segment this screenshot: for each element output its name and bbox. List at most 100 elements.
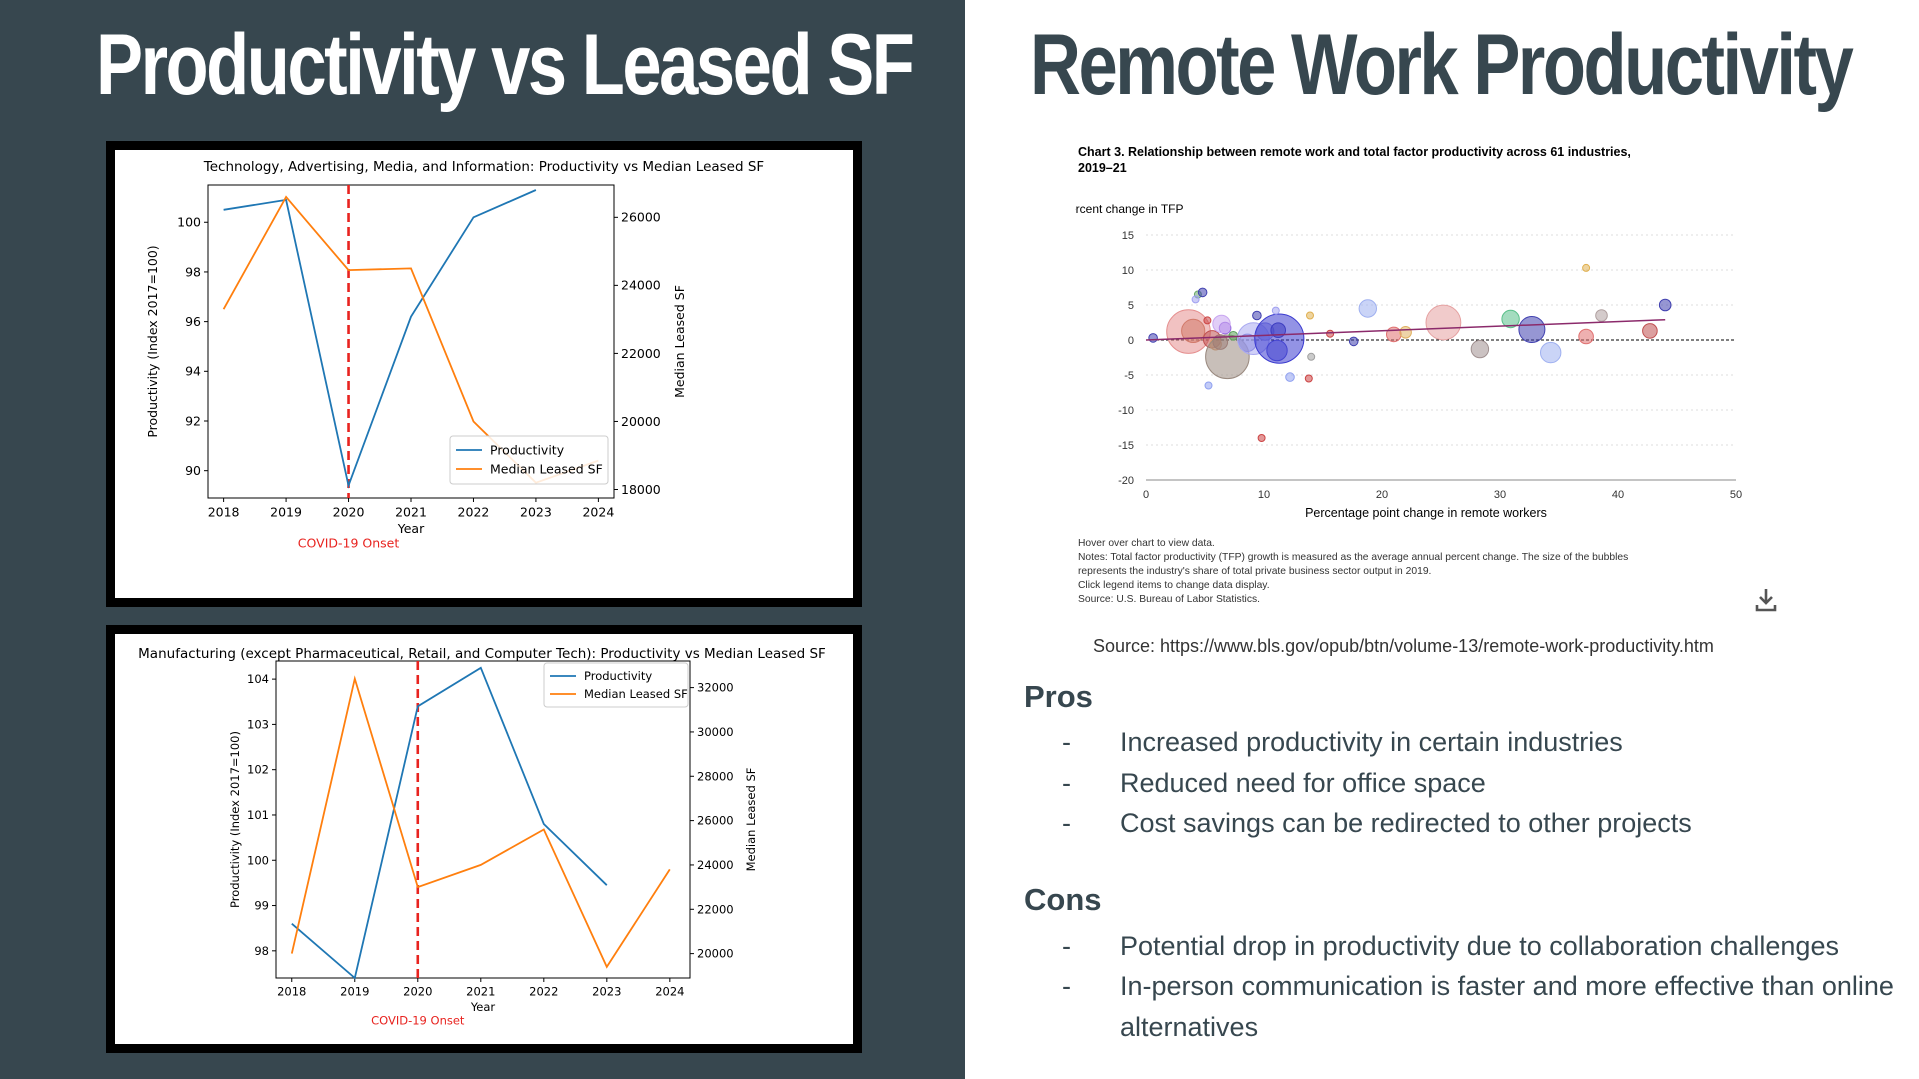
bubble-point [1326, 329, 1335, 338]
y-tick-label: -5 [1124, 370, 1134, 382]
bubble-point [1252, 310, 1262, 321]
right-slide-title: Remote Work Productivity [1030, 17, 1854, 113]
bullet-dash: - [1062, 971, 1071, 1001]
x-tick-label: 2024 [582, 505, 614, 520]
x-tick-label: 2018 [277, 985, 306, 999]
cons-bullet: - In-person communication is faster and m… [1062, 966, 1919, 1048]
chart-title: Technology, Advertising, Media, and Info… [203, 159, 764, 175]
manufacturing-productivity-chart: Manufacturing (except Pharmaceutical, Re… [115, 634, 853, 1044]
right-y-tick-label: 20000 [697, 947, 734, 961]
trend-line [1145, 318, 1666, 341]
x-tick-label: 2019 [270, 505, 302, 520]
bubble-point [1181, 318, 1206, 343]
left-y-axis-label: Productivity (Index 2017=100) [228, 731, 242, 908]
left-y-axis-label: Productivity (Index 2017=100) [145, 245, 160, 437]
right-y-tick-label: 22000 [621, 346, 661, 361]
right-y-tick-label: 18000 [621, 482, 661, 497]
download-icon[interactable] [1754, 587, 1778, 613]
left-y-tick-label: 101 [247, 808, 269, 822]
x-tick-label: 2020 [403, 985, 432, 999]
right-y-tick-label: 22000 [697, 902, 734, 916]
leased-sf-line [290, 675, 671, 969]
left-y-tick-label: 96 [185, 314, 201, 329]
productivity-line [223, 189, 537, 489]
bubble-point [1658, 298, 1672, 312]
y-tick-label: -20 [1118, 475, 1134, 487]
right-y-axis-label: Median Leased SF [744, 768, 758, 872]
x-tick-label: 2021 [395, 505, 427, 520]
bubble-point [1148, 333, 1158, 343]
x-tick-label: 2020 [333, 505, 365, 520]
left-y-tick-label: 98 [185, 264, 201, 279]
bubble-point [1204, 381, 1213, 390]
x-tick-label: 30 [1494, 489, 1506, 501]
bullet-dash: - [1062, 768, 1071, 798]
bubble-point [1578, 328, 1594, 345]
left-y-tick-label: 103 [247, 717, 269, 731]
pros-bullet: - Cost savings can be redirected to other… [1062, 803, 1692, 844]
y-tick-label: 15 [1122, 230, 1134, 242]
left-y-tick-label: 102 [247, 763, 269, 777]
chart-note: Source: U.S. Bureau of Labor Statistics. [1078, 594, 1260, 605]
remote-work-tfp-scatter: Chart 3. Relationship between remote wor… [1075, 145, 1742, 605]
tech-chart-frame: Technology, Advertising, Media, and Info… [106, 141, 862, 607]
bubble-point [1307, 352, 1316, 361]
bubble-point [1386, 326, 1402, 343]
right-y-tick-label: 30000 [697, 725, 734, 739]
bubble-point [1358, 299, 1377, 318]
bubble-point [1399, 326, 1412, 339]
x-tick-label: 50 [1730, 489, 1742, 501]
x-tick-label: 2022 [458, 505, 490, 520]
bubble-point [1348, 336, 1359, 347]
y-axis-label: ercent change in TFP [1075, 202, 1184, 216]
left-slide-title: Productivity vs Leased SF [96, 17, 915, 113]
pros-bullet: - Reduced need for office space [1062, 763, 1486, 804]
x-axis-label: Year [397, 521, 425, 536]
bullet-dash: - [1062, 931, 1071, 961]
chart-note: Hover over chart to view data. [1078, 538, 1215, 549]
right-panel [965, 0, 1919, 1079]
x-axis-label: Percentage point change in remote worker… [1305, 506, 1547, 520]
chart-title-line1: Chart 3. Relationship between remote wor… [1078, 145, 1631, 159]
source-citation[interactable]: Source: https://www.bls.gov/opub/btn/vol… [1093, 636, 1714, 656]
bubble-point [1518, 316, 1546, 343]
chart-title-line2: 2019–21 [1078, 161, 1127, 175]
bubble-point [1197, 287, 1208, 298]
right-y-axis-label: Median Leased SF [672, 285, 687, 398]
x-tick-label: 10 [1258, 489, 1270, 501]
y-tick-label: -15 [1118, 440, 1134, 452]
right-y-tick-label: 26000 [697, 814, 734, 828]
right-y-tick-label: 20000 [621, 414, 661, 429]
x-tick-label: 2021 [466, 985, 495, 999]
legend-label: Median Leased SF [584, 687, 688, 701]
x-tick-label: 2022 [529, 985, 558, 999]
right-y-tick-label: 28000 [697, 769, 734, 783]
bubble-point [1540, 341, 1562, 364]
legend-label: Productivity [490, 442, 565, 457]
bubble-point [1285, 372, 1295, 382]
chart-legend [543, 662, 689, 708]
bubble-point [1595, 309, 1608, 322]
productivity-line [291, 666, 608, 980]
right-y-tick-label: 32000 [697, 681, 734, 695]
bubble-point [1304, 374, 1313, 383]
legend-label: Median Leased SF [490, 461, 603, 476]
right-y-tick-label: 24000 [621, 278, 661, 293]
covid-onset-label: COVID-19 Onset [371, 1014, 465, 1028]
left-y-tick-label: 98 [254, 944, 269, 958]
x-tick-label: 2024 [655, 985, 684, 999]
covid-onset-label: COVID-19 Onset [298, 536, 400, 551]
cons-heading: Cons [1024, 882, 1102, 917]
x-tick-label: 2018 [208, 505, 240, 520]
y-tick-label: 5 [1128, 300, 1134, 312]
bubble-point [1425, 304, 1462, 341]
bubble-point [1203, 316, 1212, 325]
bubble-point [1254, 313, 1305, 364]
left-y-tick-label: 90 [185, 463, 201, 478]
chart-note: represents the industry's share of total… [1078, 566, 1431, 577]
x-tick-label: 40 [1612, 489, 1624, 501]
bubble-point [1271, 306, 1280, 315]
cons-bullet: - Potential drop in productivity due to c… [1062, 926, 1839, 967]
tech-productivity-chart: Technology, Advertising, Media, and Info… [115, 150, 853, 598]
left-y-tick-label: 99 [254, 899, 269, 913]
